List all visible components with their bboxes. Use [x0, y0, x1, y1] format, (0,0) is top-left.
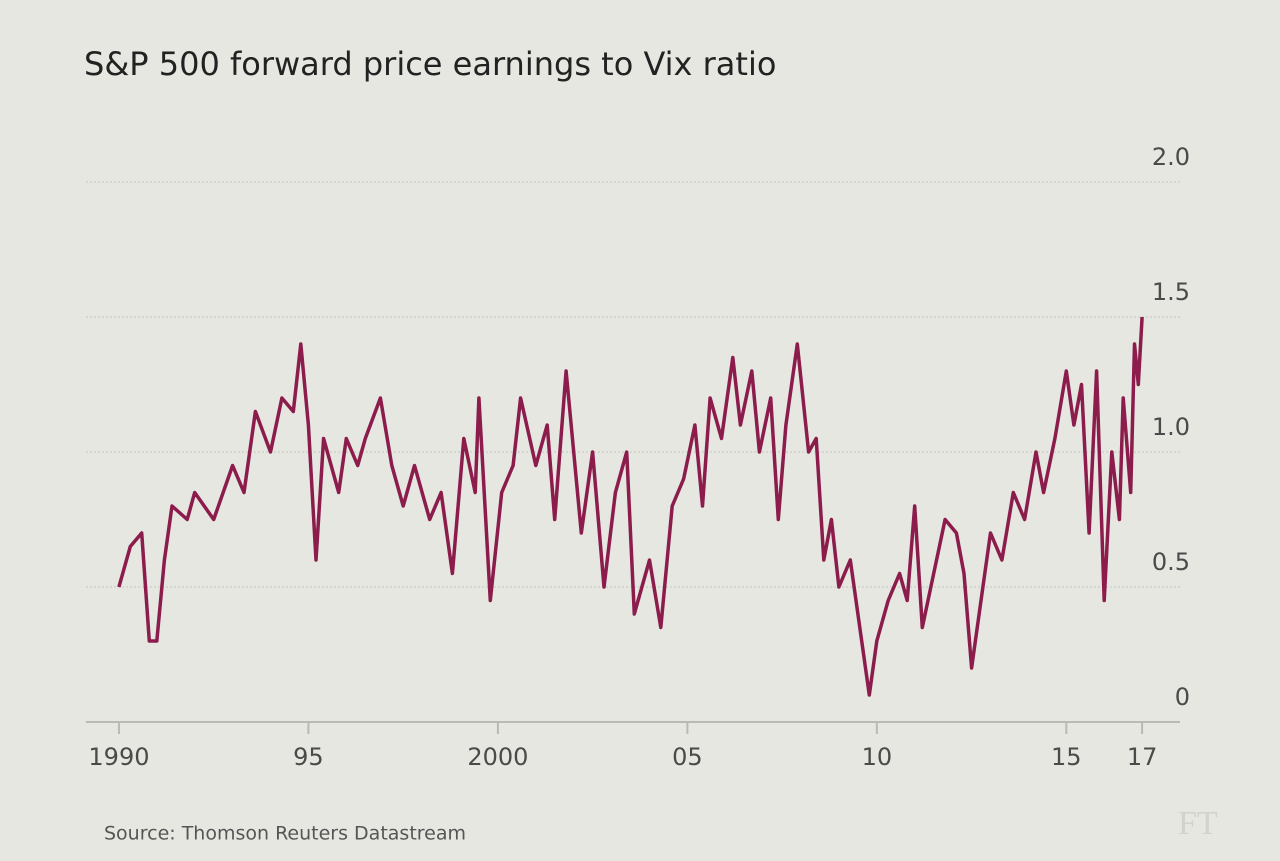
x-tick-label: 2000	[467, 743, 528, 771]
x-tick-label: 05	[672, 743, 703, 771]
y-tick-label: 1.5	[1152, 278, 1190, 306]
chart-title: S&P 500 forward price earnings to Vix ra…	[84, 45, 776, 83]
logo: FT	[1178, 805, 1218, 842]
x-tick-label: 1990	[88, 743, 149, 771]
x-tick-label: 15	[1051, 743, 1082, 771]
x-tick-label: 10	[862, 743, 893, 771]
y-tick-label: 2.0	[1152, 143, 1190, 171]
source-note: Source: Thomson Reuters Datastream	[104, 823, 466, 845]
x-tick-label: 17	[1127, 743, 1158, 771]
y-tick-label: 0	[1175, 683, 1190, 711]
y-tick-label: 1.0	[1152, 413, 1190, 441]
y-tick-label: 0.5	[1152, 548, 1190, 576]
x-tick-label: 95	[293, 743, 324, 771]
data-line	[117, 316, 1144, 697]
